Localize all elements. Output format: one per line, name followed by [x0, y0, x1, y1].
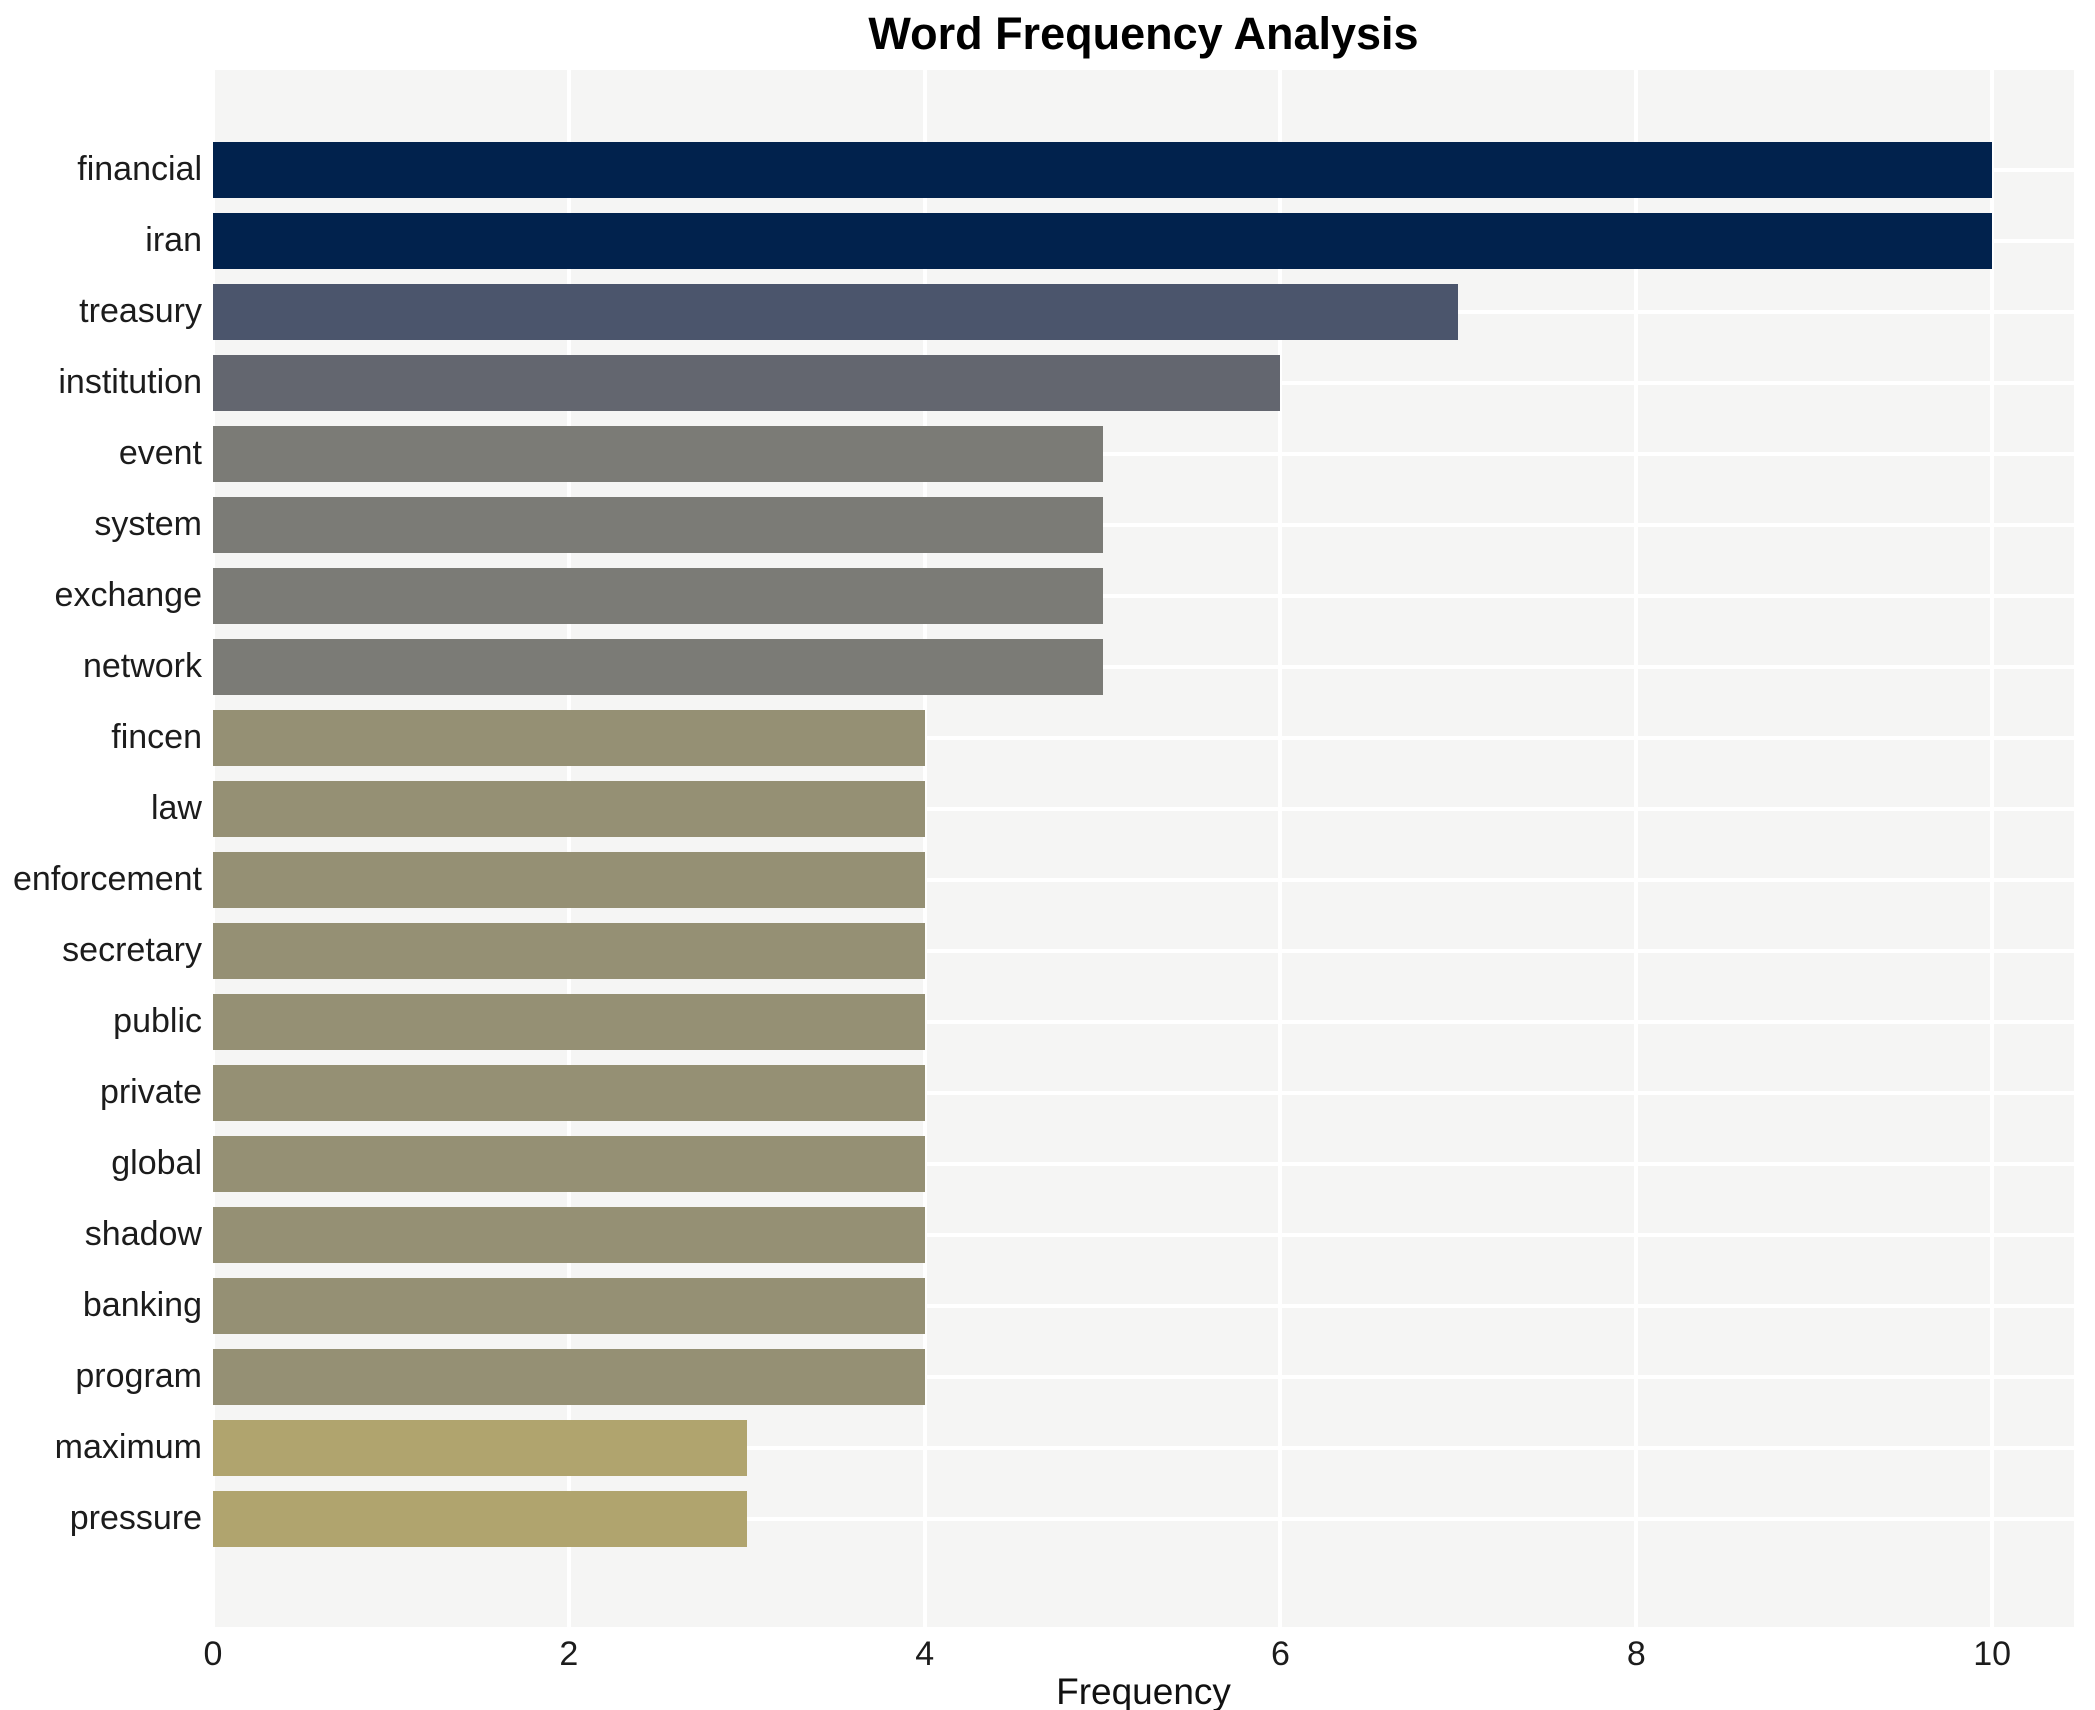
category-label: institution — [58, 363, 202, 401]
bar — [213, 1064, 925, 1121]
category-label: program — [75, 1357, 202, 1395]
category-label: network — [82, 647, 202, 685]
gridline-vertical — [1990, 70, 1995, 1627]
bar — [213, 851, 925, 908]
category-label: enforcement — [13, 860, 202, 898]
category-label: treasury — [79, 292, 202, 330]
bar — [213, 709, 925, 766]
bar-row: exchange — [55, 560, 2074, 631]
bar-row: maximum — [55, 1412, 2074, 1483]
gridline-horizontal — [213, 522, 2074, 527]
bar — [213, 1135, 925, 1192]
bar-row: public — [113, 986, 2074, 1057]
x-axis: 0 2 4 6 8 10 — [204, 1635, 2074, 1675]
gridline-horizontal — [213, 1445, 2074, 1450]
x-tick-label: 4 — [915, 1635, 935, 1673]
category-label: maximum — [54, 1428, 202, 1466]
gridline-horizontal — [213, 806, 2074, 811]
bar-row: system — [94, 489, 2074, 560]
bar-row: fincen — [111, 702, 2074, 773]
bar-row: secretary — [62, 915, 2074, 986]
bar — [213, 1206, 925, 1263]
x-axis-label: Frequency — [1056, 1671, 1231, 1710]
category-label: shadow — [84, 1215, 202, 1253]
gridline-vertical — [1634, 70, 1639, 1627]
gridline-horizontal — [213, 948, 2074, 953]
bar-row: network — [83, 631, 2074, 702]
bar — [213, 212, 1993, 269]
category-label: exchange — [54, 576, 202, 614]
gridline-horizontal — [213, 664, 2074, 669]
bar-row: shadow — [85, 1199, 2074, 1270]
bars-container: financial iran treasury institution event sys… — [13, 134, 2074, 1554]
category-label: event — [118, 434, 202, 472]
category-label: pressure — [69, 1499, 202, 1537]
bar-row: treasury — [79, 276, 2074, 347]
gridline-horizontal — [213, 1161, 2074, 1166]
gridline-horizontal — [213, 1303, 2074, 1308]
bar-row: institution — [58, 347, 2074, 418]
bar — [213, 1348, 925, 1405]
bar-row: enforcement — [13, 844, 2074, 915]
gridline-vertical — [922, 70, 927, 1627]
gridline-horizontal — [213, 1019, 2074, 1024]
category-label: private — [99, 1073, 202, 1111]
bar — [213, 354, 1281, 411]
x-tick-label: 6 — [1271, 1635, 1290, 1673]
gridline-horizontal — [213, 1374, 2074, 1379]
gridline-horizontal — [213, 1516, 2074, 1521]
category-label: law — [150, 789, 202, 827]
bar — [213, 780, 925, 837]
category-label: global — [111, 1144, 202, 1182]
bar — [213, 283, 1459, 340]
bar — [213, 141, 1993, 198]
bar — [213, 496, 1103, 553]
gridline-horizontal — [213, 1090, 2074, 1095]
bar-row: iran — [145, 205, 2074, 276]
bar — [213, 425, 1103, 482]
bar — [213, 993, 925, 1050]
bar — [213, 567, 1103, 624]
category-label: public — [113, 1002, 202, 1040]
category-label: banking — [82, 1286, 202, 1324]
x-tick-label: 2 — [559, 1635, 579, 1673]
bar-row: global — [111, 1128, 2074, 1199]
category-label: secretary — [62, 931, 202, 969]
bar-row: banking — [83, 1270, 2074, 1341]
bar-row: program — [75, 1341, 2074, 1412]
x-tick-label: 0 — [203, 1635, 223, 1673]
bar — [213, 1277, 925, 1334]
bar-row: pressure — [70, 1483, 2074, 1554]
bar-row: law — [151, 773, 2074, 844]
category-label: fincen — [111, 718, 202, 756]
chart-title: Word Frequency Analysis — [868, 8, 1419, 59]
bar-row: event — [119, 418, 2074, 489]
gridline-horizontal — [213, 451, 2074, 456]
bar — [213, 1490, 747, 1547]
gridline-horizontal — [213, 735, 2074, 740]
category-label: financial — [77, 150, 202, 188]
gridline-vertical — [1278, 70, 1283, 1627]
bar — [213, 922, 925, 979]
gridline-horizontal — [213, 877, 2074, 882]
gridline-vertical — [566, 70, 571, 1627]
gridline-horizontal — [213, 1232, 2074, 1237]
x-tick-label: 10 — [1973, 1635, 2012, 1673]
x-tick-label: 8 — [1626, 1635, 1646, 1673]
bar-row: private — [100, 1057, 2074, 1128]
bar-row: financial — [77, 134, 2074, 205]
category-label: iran — [145, 221, 202, 259]
category-label: system — [94, 505, 202, 543]
gridline-vertical — [211, 70, 215, 1627]
gridline-horizontal — [213, 593, 2074, 598]
bar — [213, 1419, 747, 1476]
bar — [213, 638, 1103, 695]
